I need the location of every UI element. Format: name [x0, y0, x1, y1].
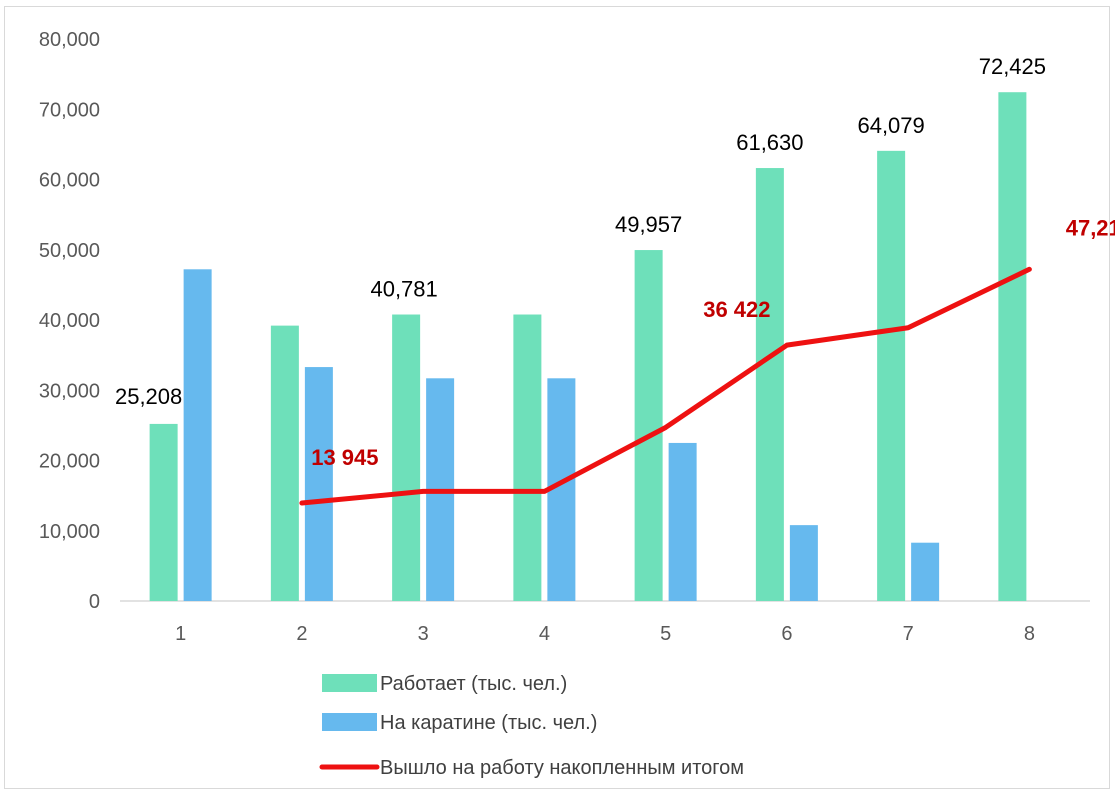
line-data-label: 13 945	[311, 445, 378, 470]
bar-quarantine	[183, 269, 212, 601]
line-data-label: 36 422	[703, 297, 770, 322]
legend-label-working: Работает (тыс. чел.)	[380, 673, 567, 695]
y-tick-label: 50,000	[39, 240, 100, 262]
bar-quarantine	[789, 525, 818, 601]
y-tick-label: 40,000	[39, 310, 100, 332]
bar-working	[149, 423, 178, 601]
x-tick-label: 8	[1024, 623, 1035, 645]
bar-data-label: 64,079	[857, 113, 924, 138]
legend-label-cumulative: Вышло на работу накопленным итогом	[380, 757, 744, 779]
bar-quarantine	[668, 442, 697, 601]
x-tick-label: 3	[418, 623, 429, 645]
x-tick-label: 1	[175, 623, 186, 645]
bar-working	[270, 325, 299, 601]
line-data-label: 47,217	[1066, 215, 1115, 240]
x-tick-label: 5	[660, 623, 671, 645]
bar-working	[513, 314, 542, 601]
legend-label-quarantine: На каратине (тыс. чел.)	[380, 712, 597, 734]
bar-quarantine	[911, 542, 940, 601]
bar-working	[755, 168, 784, 601]
y-tick-label: 30,000	[39, 380, 100, 402]
y-tick-label: 20,000	[39, 451, 100, 473]
y-tick-label: 70,000	[39, 99, 100, 121]
bar-working	[392, 314, 421, 601]
y-tick-label: 60,000	[39, 170, 100, 192]
y-tick-label: 10,000	[39, 521, 100, 543]
x-tick-label: 6	[781, 623, 792, 645]
bar-working	[877, 150, 906, 601]
bar-data-label: 61,630	[736, 130, 803, 155]
x-tick-label: 7	[903, 623, 914, 645]
x-tick-label: 2	[296, 623, 307, 645]
x-tick-label: 4	[539, 623, 550, 645]
y-tick-label: 0	[89, 591, 100, 613]
line-cumulative	[299, 266, 1032, 506]
bar-data-label: 40,781	[370, 277, 437, 302]
bar-quarantine	[304, 367, 333, 601]
bar-working	[634, 250, 663, 602]
bar-data-label: 72,425	[979, 54, 1046, 79]
y-tick-label: 80,000	[39, 29, 100, 51]
bar-working	[998, 92, 1027, 601]
bar-data-label: 25,208	[115, 384, 182, 409]
bar-data-label: 49,957	[615, 212, 682, 237]
legend-swatch-quarantine	[322, 713, 377, 731]
legend-swatch-working	[322, 674, 377, 692]
